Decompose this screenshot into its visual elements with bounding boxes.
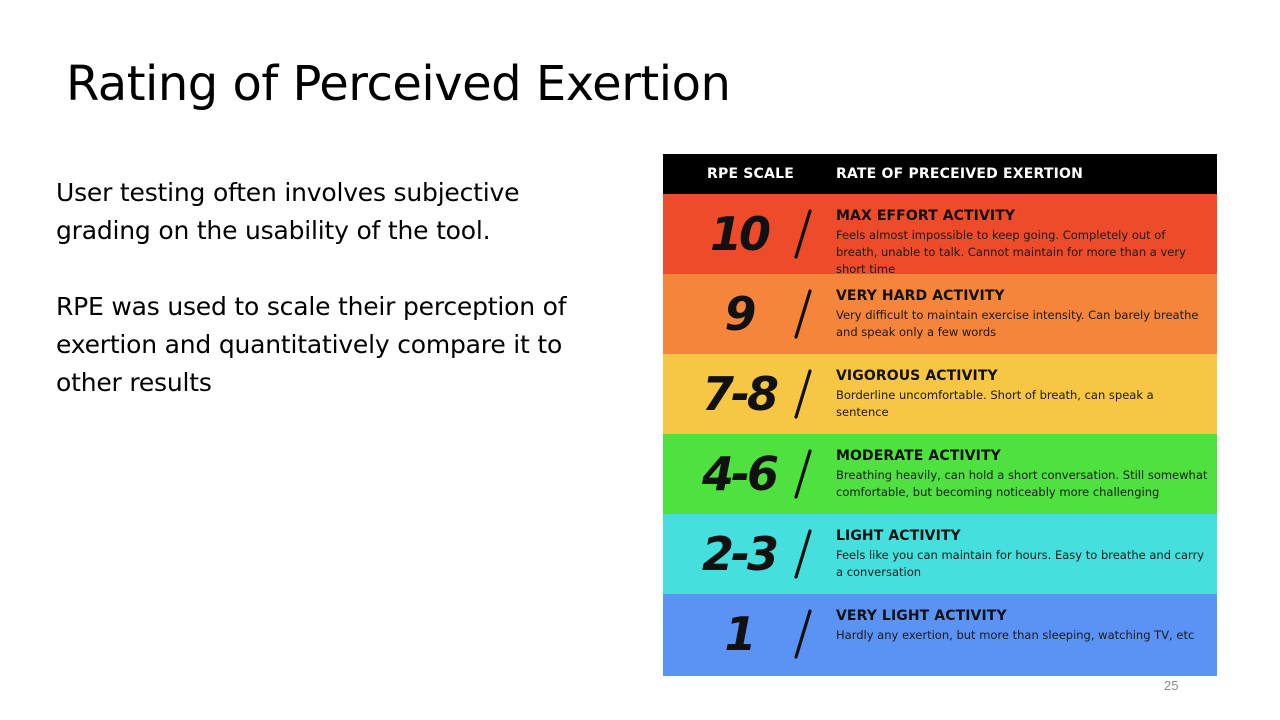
rpe-level: 1 (724, 607, 756, 661)
rpe-level: 10 (709, 207, 771, 261)
slash-divider-icon (793, 288, 813, 340)
rpe-activity-title: VERY LIGHT ACTIVITY (836, 608, 1007, 624)
rpe-level: 2-3 (701, 527, 779, 581)
slide-title: Rating of Perceived Exertion (66, 56, 731, 112)
rpe-row: 7-8 VIGOROUS ACTIVITY Borderline uncomfort… (663, 354, 1217, 434)
slash-divider-icon (793, 208, 813, 260)
rpe-description-header: RATE OF PRECEIVED EXERTION (836, 166, 1084, 182)
slash-divider-icon (793, 528, 813, 580)
rpe-level: 4-6 (701, 447, 779, 501)
rpe-row: 1 VERY LIGHT ACTIVITY Hardly any exertion,… (663, 594, 1217, 676)
slash-divider-icon (793, 368, 813, 420)
rpe-level: 9 (724, 287, 756, 341)
slash-divider-icon (793, 448, 813, 500)
rpe-rows: 10 MAX EFFORT ACTIVITY Feels almost imposs… (663, 194, 1217, 676)
rpe-row: 2-3 LIGHT ACTIVITY Feels like you can main… (663, 514, 1217, 594)
rpe-activity-description: Borderline uncomfortable. Short of breat… (836, 388, 1154, 419)
rpe-scale-table: RPE SCALE RATE OF PRECEIVED EXERTION 10 M… (663, 154, 1217, 676)
rpe-activity-description: Breathing heavily, can hold a short conv… (836, 468, 1208, 499)
rpe-scale-header: RPE SCALE (707, 166, 794, 182)
body-text: User testing often involves subjective g… (56, 174, 596, 402)
body-paragraph-1: User testing often involves subjective g… (56, 178, 520, 245)
page-number: 25 (1164, 678, 1179, 693)
rpe-activity-description: Feels almost impossible to keep going. C… (836, 228, 1186, 276)
slash-divider-icon (793, 608, 813, 660)
rpe-activity-description: Hardly any exertion, but more than sleep… (836, 628, 1195, 642)
rpe-level: 7-8 (701, 367, 779, 421)
rpe-activity-description: Very difficult to maintain exercise inte… (836, 308, 1199, 339)
rpe-activity-title: VERY HARD ACTIVITY (836, 288, 1005, 304)
rpe-row: 9 VERY HARD ACTIVITY Very difficult to mai… (663, 274, 1217, 354)
body-paragraph-2: RPE was used to scale their perception o… (56, 292, 567, 397)
rpe-activity-title: VIGOROUS ACTIVITY (836, 368, 998, 384)
rpe-activity-title: LIGHT ACTIVITY (836, 528, 961, 544)
rpe-table-header: RPE SCALE RATE OF PRECEIVED EXERTION (663, 154, 1217, 194)
rpe-activity-title: MODERATE ACTIVITY (836, 448, 1001, 464)
rpe-row: 4-6 MODERATE ACTIVITY Breathing heavily, c… (663, 434, 1217, 514)
rpe-row: 10 MAX EFFORT ACTIVITY Feels almost imposs… (663, 194, 1217, 276)
rpe-activity-title: MAX EFFORT ACTIVITY (836, 208, 1016, 224)
rpe-activity-description: Feels like you can maintain for hours. E… (836, 548, 1205, 579)
